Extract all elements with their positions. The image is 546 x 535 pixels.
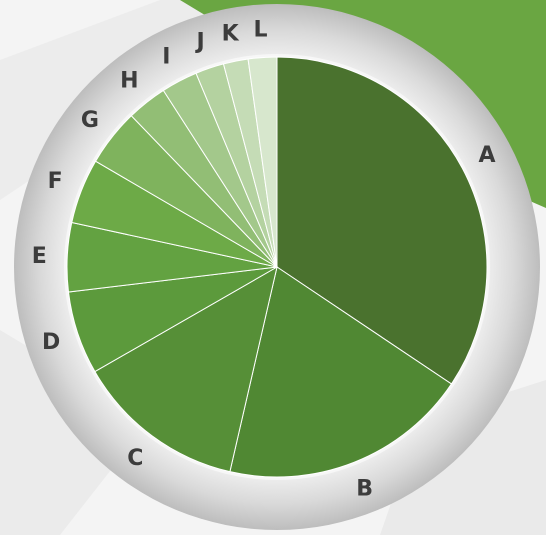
pie-slice bbox=[276, 56, 488, 385]
slice-label: H bbox=[120, 68, 138, 93]
slice-label: C bbox=[127, 446, 143, 471]
slice-label: D bbox=[42, 330, 60, 355]
slice-label: J bbox=[195, 30, 205, 55]
pie-slice bbox=[247, 56, 278, 268]
slice-label: G bbox=[81, 108, 99, 133]
pie-slice bbox=[94, 265, 278, 473]
background-shape bbox=[380, 380, 546, 535]
slice-label: K bbox=[222, 22, 240, 47]
slice-label: F bbox=[48, 169, 63, 194]
pie-slice bbox=[229, 266, 453, 478]
slice-label: E bbox=[32, 244, 47, 269]
slice-label: L bbox=[254, 18, 268, 43]
slice-label: I bbox=[162, 44, 170, 69]
slice-label: B bbox=[356, 476, 373, 501]
slice-label: A bbox=[478, 143, 495, 168]
